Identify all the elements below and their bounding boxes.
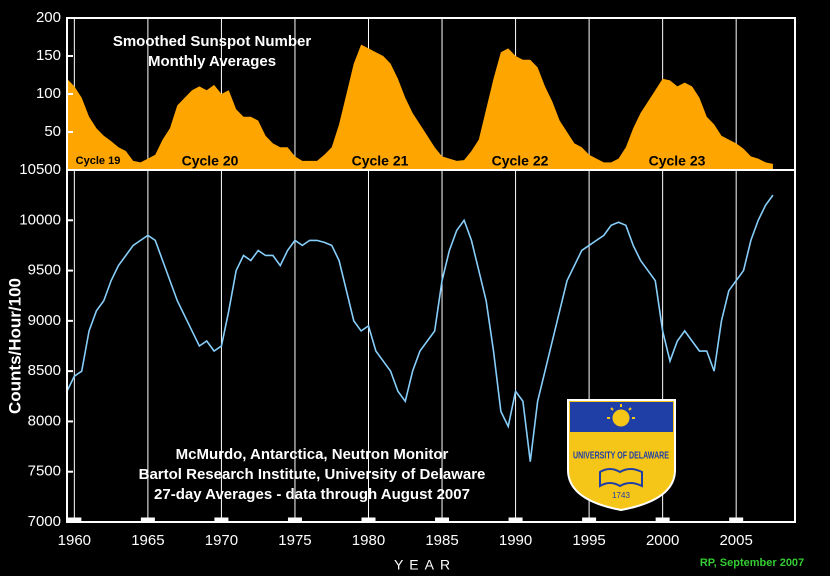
x-tick-label: 2005 — [719, 532, 752, 549]
y-tick-label: 8000 — [28, 412, 61, 429]
y-tick-label: 9500 — [28, 262, 61, 279]
bottom-note: 27-day Averages - data through August 20… — [154, 486, 470, 503]
y-tick-label: 8500 — [28, 362, 61, 379]
x-tick-label: 1990 — [499, 532, 532, 549]
credit: RP, September 2007 — [700, 557, 804, 569]
bottom-title: McMurdo, Antarctica, Neutron Monitor — [176, 446, 449, 463]
y-tick-label: 9000 — [28, 312, 61, 329]
logo-sun — [611, 408, 631, 428]
x-tick-label: 1980 — [352, 532, 385, 549]
x-axis-label: YEAR — [394, 557, 456, 573]
top-title: Smoothed Sunspot Number — [113, 33, 311, 50]
neutron-line — [66, 194, 774, 462]
bottom-subtitle: Bartol Research Institute, University of… — [139, 466, 486, 483]
x-tick-label: 1985 — [425, 532, 458, 549]
x-tick-label: 1995 — [572, 532, 605, 549]
cycle-label: Cycle 23 — [649, 153, 706, 169]
sunspot-area — [67, 44, 773, 170]
cycle-label: Cycle 20 — [182, 153, 239, 169]
y-tick-label: 10500 — [19, 161, 61, 178]
x-tick-label: 1960 — [58, 532, 91, 549]
x-tick-label: 1965 — [131, 532, 164, 549]
cycle-label: Cycle 21 — [352, 153, 409, 169]
logo-book — [599, 468, 643, 488]
y-tick-label: 7500 — [28, 463, 61, 480]
y-tick-label: 150 — [36, 47, 61, 64]
logo-year: 1743 — [612, 491, 630, 500]
cycle-label: Cycle 19 — [76, 155, 121, 167]
y-tick-label: 50 — [44, 123, 61, 140]
y-axis-label: Counts/Hour/100 — [5, 278, 24, 414]
x-tick-label: 1970 — [205, 532, 238, 549]
cycle-label: Cycle 22 — [492, 153, 549, 169]
y-tick-label: 10000 — [19, 211, 61, 228]
logo-text: UNIVERSITY OF DELAWARE — [573, 451, 669, 462]
logo: UNIVERSITY OF DELAWARE 1743 — [567, 399, 676, 512]
logo-rays — [607, 404, 635, 419]
x-tick-label: 1975 — [278, 532, 311, 549]
top-subtitle: Monthly Averages — [148, 53, 276, 70]
y-tick-label: 200 — [36, 9, 61, 26]
x-tick-label: 2000 — [646, 532, 679, 549]
y-tick-label: 100 — [36, 85, 61, 102]
y-tick-label: 7000 — [28, 513, 61, 530]
